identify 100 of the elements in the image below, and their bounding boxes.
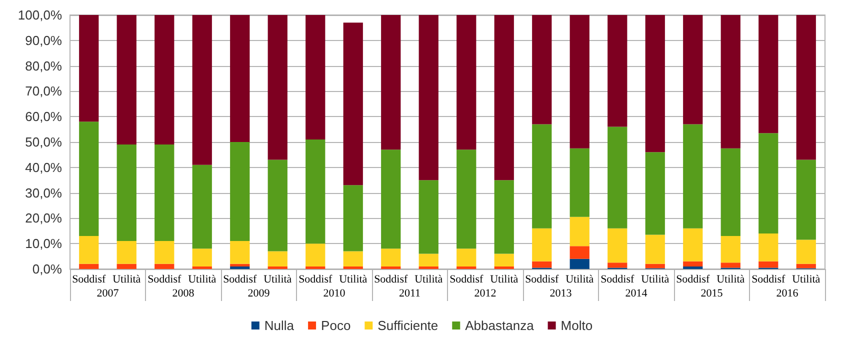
bar [418, 254, 438, 266]
bar [532, 15, 552, 124]
legend-label: Sufficiente [378, 318, 438, 333]
x-tick-label: Soddisf [676, 274, 710, 286]
bar [456, 150, 476, 249]
bar [343, 185, 363, 252]
bar [154, 241, 174, 264]
bar [720, 262, 740, 268]
bar [758, 261, 778, 268]
bar [268, 266, 288, 269]
bar [608, 15, 628, 127]
bar [683, 228, 703, 262]
bar [116, 241, 136, 264]
bar [645, 152, 665, 235]
x-tick-label: Soddisf [148, 274, 182, 286]
y-tick-label: 60,0% [25, 109, 62, 124]
bar [456, 248, 476, 266]
text: 2007 [96, 288, 120, 300]
x-tick-label: Soddisf [298, 274, 333, 286]
bar [720, 236, 740, 263]
x-tick-label: Soddisf [600, 274, 635, 286]
bar [758, 133, 778, 234]
bar [306, 244, 326, 266]
bar [796, 15, 816, 160]
y-tick-label: 20,0% [25, 210, 62, 226]
bar [570, 216, 590, 246]
y-tick-label: 30,0% [25, 185, 62, 200]
bar [418, 266, 438, 269]
bar [306, 139, 326, 244]
bar [192, 164, 212, 249]
bar [796, 160, 816, 240]
bar [381, 15, 401, 150]
bar [645, 15, 665, 152]
bar [608, 228, 628, 263]
bar [306, 266, 326, 269]
x-tick-label: Soddisf [450, 274, 484, 286]
bar [494, 266, 514, 269]
text: 2016 [776, 288, 799, 300]
bar [154, 144, 174, 242]
bar [683, 266, 703, 269]
bar [532, 261, 552, 268]
x-tick-label: Soddisf [752, 274, 786, 286]
x-tick-label: Utilità [339, 274, 368, 286]
bar [306, 15, 326, 140]
bar [570, 258, 590, 269]
bar [456, 266, 476, 269]
bar [532, 124, 552, 228]
bar [230, 15, 250, 142]
bar [230, 241, 250, 264]
bar [381, 266, 401, 269]
text: 2011 [398, 288, 421, 300]
x-tick-label: Soddisf [72, 274, 106, 286]
legend-label: Abbastanza [465, 318, 535, 333]
bar [343, 266, 363, 269]
x-tick-label: Soddisf [223, 274, 258, 286]
bar [532, 228, 552, 262]
text: 2013 [550, 288, 572, 300]
bar [343, 22, 363, 186]
bar [720, 148, 740, 236]
bar [456, 15, 476, 150]
x-tick-label: Utilità [566, 274, 594, 286]
bar [796, 240, 816, 264]
bar [79, 15, 99, 122]
y-tick-label: 90,0% [25, 32, 62, 48]
bar [116, 144, 136, 242]
bar [381, 248, 401, 266]
bar [570, 246, 590, 259]
bar [268, 160, 288, 252]
text: 2012 [474, 288, 496, 300]
bar [608, 126, 628, 228]
bar [418, 180, 438, 254]
bar [418, 15, 438, 180]
bar [154, 15, 174, 145]
bar [608, 262, 628, 268]
y-tick-label: 100,0% [18, 8, 62, 22]
x-tick-label: Utilità [264, 274, 292, 286]
legend-label: Poco [321, 318, 351, 333]
bar [79, 236, 99, 264]
bar [116, 264, 136, 269]
bar [192, 266, 212, 269]
text: 2010 [323, 288, 346, 300]
bar [683, 261, 703, 266]
x-tick-label: Utilità [490, 274, 518, 286]
x-tick-label: Utilità [792, 274, 820, 286]
legend-label: Nulla [264, 318, 295, 333]
bar [494, 15, 514, 180]
bar [758, 233, 778, 262]
y-tick-label: 70,0% [25, 84, 62, 99]
bar [230, 266, 250, 269]
y-tick-label: 40,0% [25, 160, 62, 175]
bar [570, 148, 590, 217]
x-tick-label: Soddisf [525, 274, 560, 286]
bar [343, 251, 363, 266]
bar [758, 15, 778, 134]
bar [79, 264, 99, 269]
bar [268, 251, 288, 266]
x-tick-label: Soddisf [374, 274, 408, 286]
y-tick-label: 80,0% [25, 58, 62, 74]
bar [720, 15, 740, 148]
text: 2008 [172, 288, 195, 300]
